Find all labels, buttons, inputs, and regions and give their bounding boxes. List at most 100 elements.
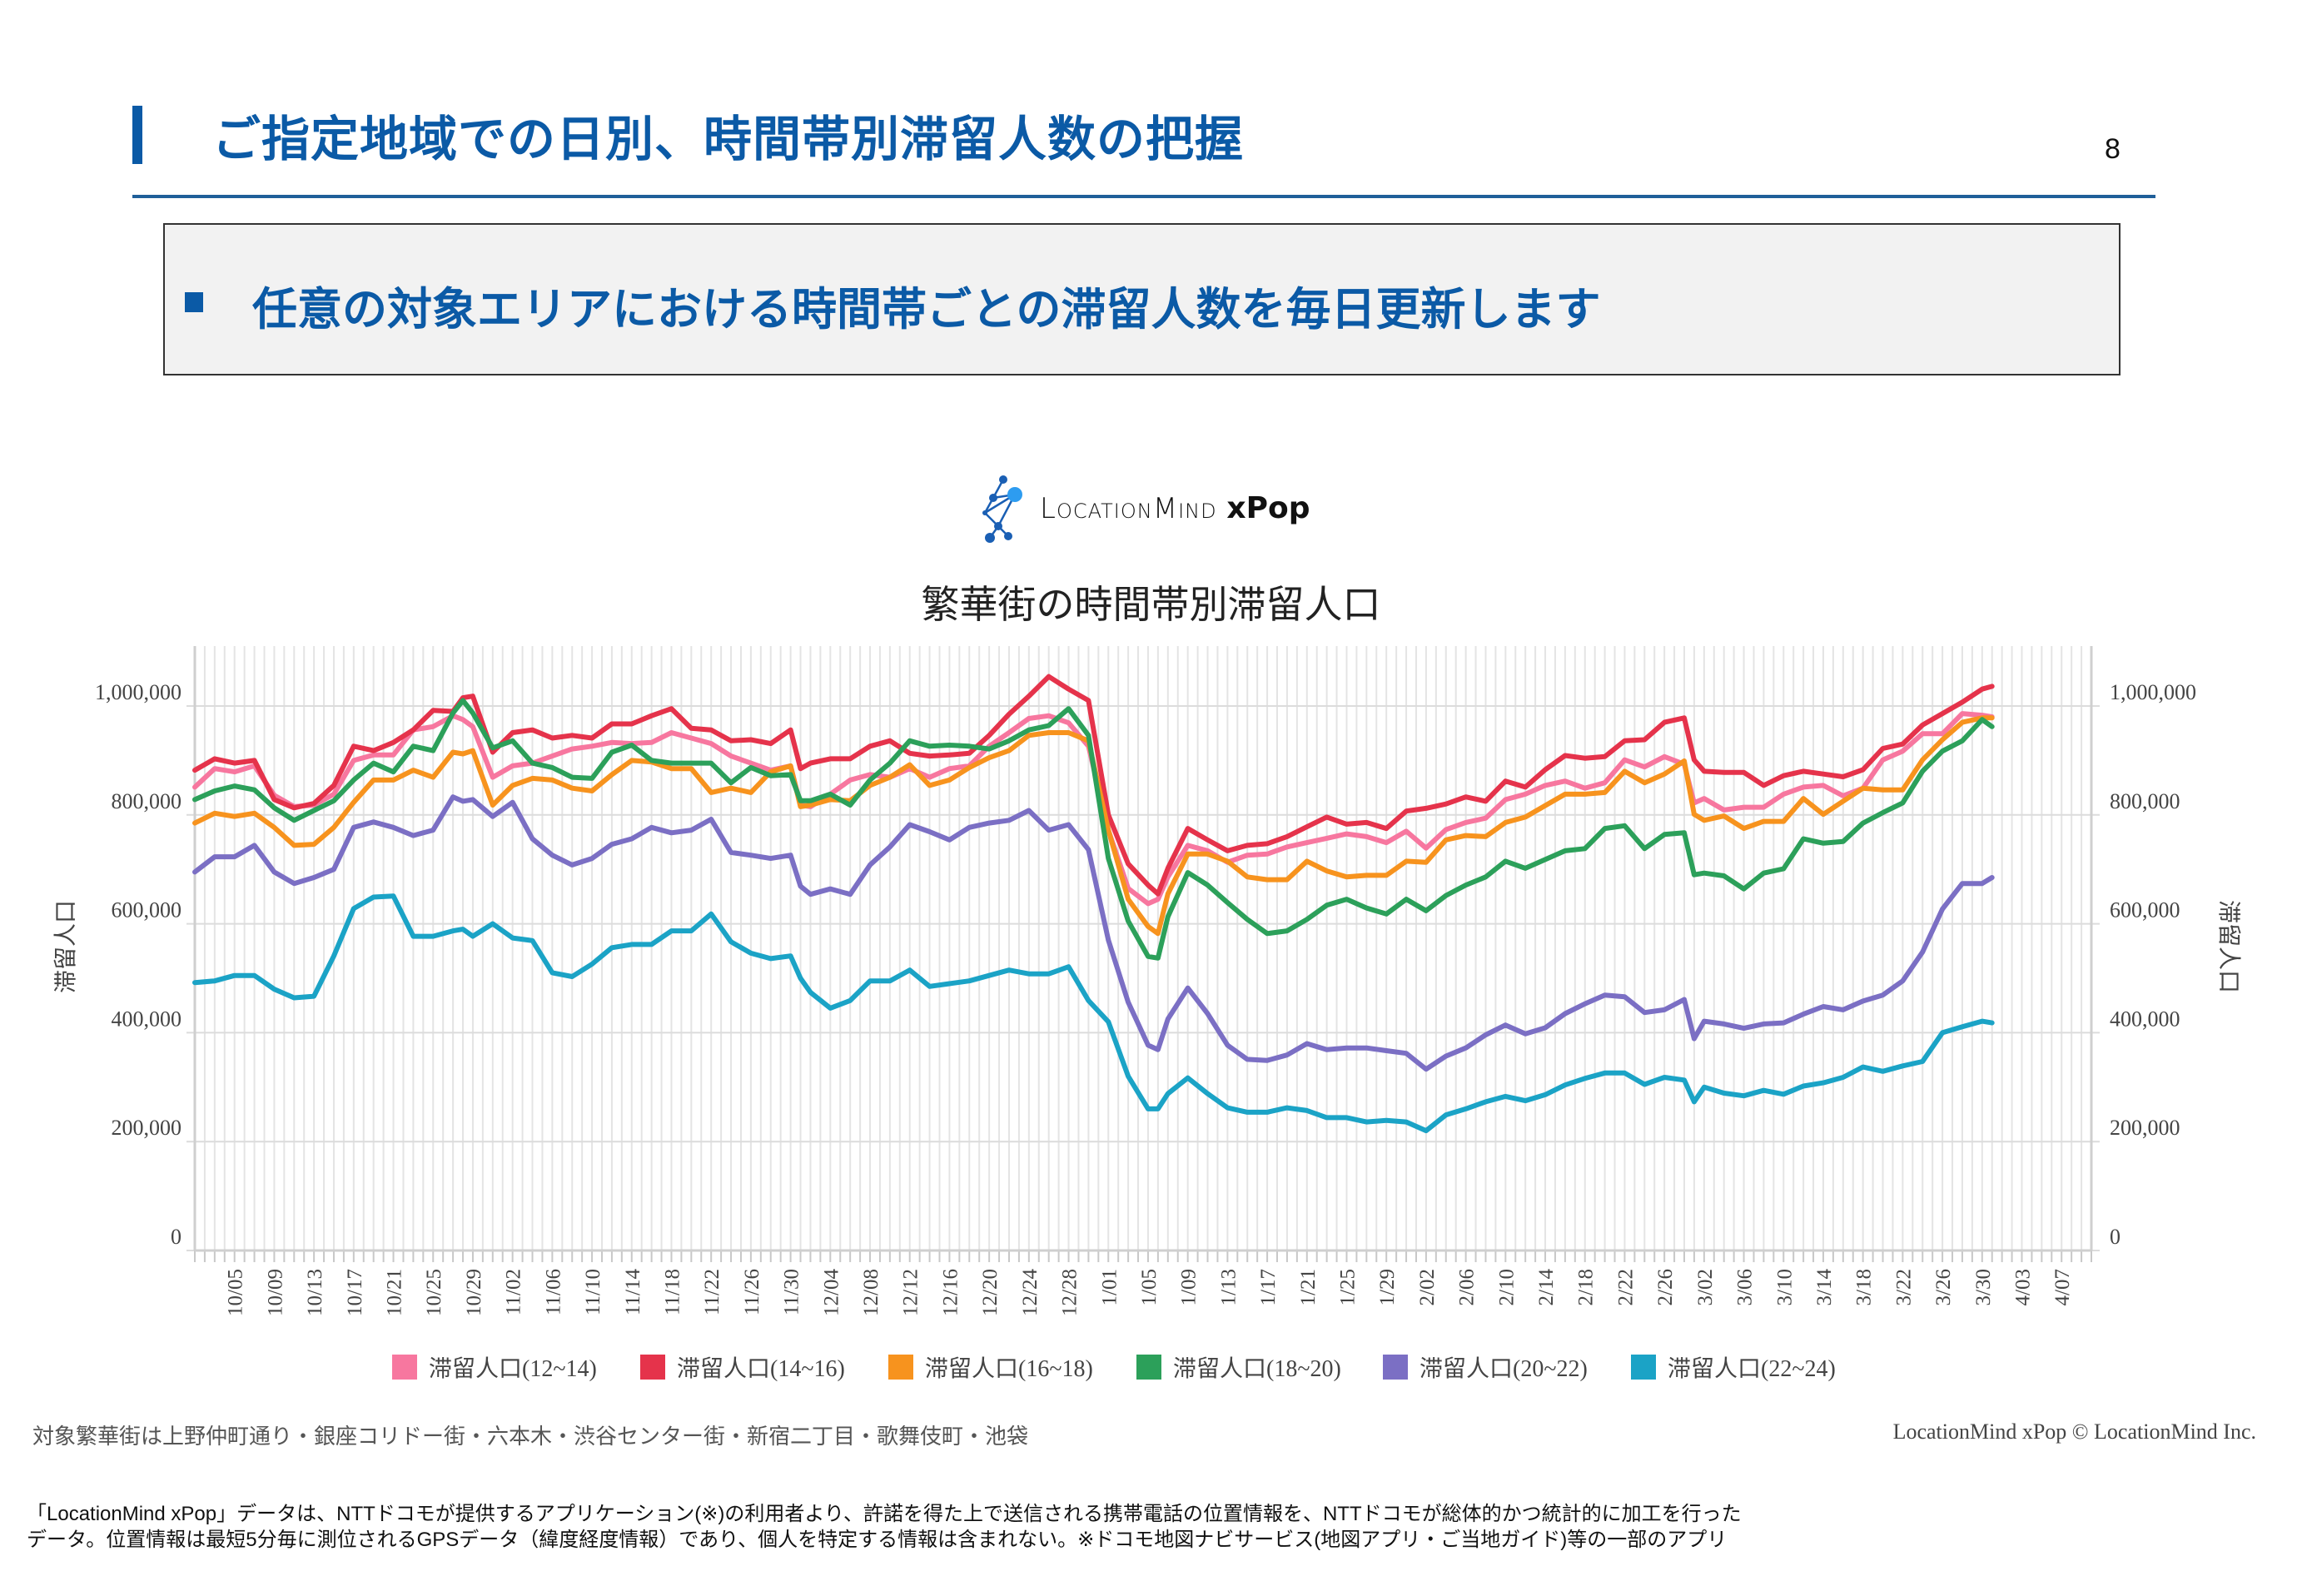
axes: 0 0 200,000 200,000 400,000 400,000 600,000 600… <box>95 646 2196 1316</box>
y-tick-label-right: 200,000 <box>2110 1116 2180 1140</box>
x-tick-label: 2/02 <box>1416 1269 1439 1305</box>
legend-swatch <box>1631 1355 1656 1380</box>
summary-text: 任意の対象エリアにおける時間帯ごとの滞留人数を毎日更新します <box>252 283 1601 336</box>
x-tick-label: 1/21 <box>1297 1269 1320 1305</box>
legend-item[interactable]: 滞留人口(22~24) <box>1631 1350 1836 1384</box>
x-tick-label: 2/26 <box>1654 1269 1677 1305</box>
y-tick-label-left: 200,000 <box>112 1116 182 1140</box>
legend-item[interactable]: 滞留人口(16~18) <box>888 1350 1093 1384</box>
x-tick-label: 3/10 <box>1773 1269 1796 1305</box>
page-number: 8 <box>2105 133 2121 165</box>
x-tick-label: 12/16 <box>939 1269 962 1316</box>
x-tick-label: 1/01 <box>1098 1269 1121 1305</box>
y-tick-label-left: 1,000,000 <box>95 680 181 704</box>
x-tick-label: 12/04 <box>820 1269 843 1316</box>
legend-label: 滞留人口(20~22) <box>1419 1356 1588 1382</box>
x-tick-label: 10/29 <box>463 1269 485 1316</box>
legend-swatch <box>1383 1355 1408 1380</box>
series-line-3 <box>192 715 1995 937</box>
chart-title: 繁華街の時間帯別滞留人口 <box>921 582 1381 627</box>
title-accent-bar <box>132 106 142 164</box>
x-tick-label: 2/22 <box>1614 1269 1637 1305</box>
y-tick-label-left: 600,000 <box>112 898 182 922</box>
y-axis-label-right: 滞留人口 <box>2215 900 2242 993</box>
y-tick-label-right: 800,000 <box>2110 789 2180 813</box>
y-tick-label-right: 400,000 <box>2110 1007 2180 1031</box>
y-tick-label-right: 0 <box>2110 1225 2121 1249</box>
x-tick-label: 11/30 <box>781 1269 803 1315</box>
x-tick-label: 11/26 <box>741 1269 763 1315</box>
disclaimer-line-2: データ。位置情報は最短5分毎に測位されるGPSデータ（緯度経度情報）であり、個人… <box>27 1529 1728 1551</box>
y-tick-label-left: 0 <box>171 1225 181 1249</box>
legend-swatch <box>1136 1355 1161 1380</box>
x-tick-label: 1/17 <box>1257 1269 1280 1305</box>
x-tick-label: 11/18 <box>661 1269 684 1315</box>
x-tick-label: 2/14 <box>1535 1269 1558 1306</box>
x-tick-label: 1/29 <box>1376 1269 1399 1305</box>
x-tick-label: 12/28 <box>1059 1269 1081 1316</box>
legend-label: 滞留人口(12~14) <box>429 1356 597 1382</box>
x-tick-label: 10/09 <box>264 1269 286 1316</box>
legend-item[interactable]: 滞留人口(14~16) <box>640 1350 845 1384</box>
x-tick-label: 3/22 <box>1892 1269 1915 1305</box>
x-tick-label: 11/22 <box>701 1269 723 1315</box>
legend-swatch <box>888 1355 913 1380</box>
summary-box <box>163 223 2121 375</box>
legend-label: 滞留人口(14~16) <box>677 1356 845 1382</box>
x-tick-label: 1/13 <box>1217 1269 1240 1305</box>
series-line-6 <box>192 893 1995 1134</box>
y-tick-label-left: 400,000 <box>112 1007 182 1031</box>
legend-swatch <box>640 1355 665 1380</box>
x-tick-label: 3/02 <box>1694 1269 1717 1305</box>
locationmind-logo: LocationMind xPop <box>978 473 1310 543</box>
square-bullet-icon <box>185 292 203 312</box>
x-tick-label: 11/14 <box>622 1269 644 1316</box>
legend-item[interactable]: 滞留人口(18~20) <box>1136 1350 1341 1384</box>
x-tick-label: 10/21 <box>384 1269 406 1316</box>
legend-item[interactable]: 滞留人口(12~14) <box>392 1350 597 1384</box>
chart-legend: 滞留人口(12~14) 滞留人口(14~16) 滞留人口(16~18) 滞留人口(18… <box>0 1350 2302 1384</box>
x-tick-label: 3/18 <box>1853 1269 1876 1305</box>
logo-suffix: xPop <box>1226 490 1310 525</box>
copyright-text: LocationMind xPop © LocationMind Inc. <box>1892 1419 2256 1444</box>
x-tick-label: 3/14 <box>1813 1269 1836 1306</box>
page-title: ご指定地域での日別、時間帯別滞留人数の把握 <box>212 111 1245 167</box>
network-logo-icon <box>982 475 1022 543</box>
y-tick-label-right: 1,000,000 <box>2110 680 2196 704</box>
x-tick-label: 2/18 <box>1575 1269 1598 1305</box>
y-tick-label-right: 600,000 <box>2110 898 2180 922</box>
y-axis-label-left: 滞留人口 <box>52 900 79 993</box>
x-tick-label: 3/06 <box>1734 1269 1757 1305</box>
logo-wordmark: LocationMind xPop <box>1040 491 1310 525</box>
series-line-5 <box>192 794 1995 1072</box>
x-tick-label: 1/05 <box>1138 1269 1161 1305</box>
x-tick-label: 10/05 <box>225 1269 247 1316</box>
x-tick-label: 10/25 <box>423 1269 445 1316</box>
x-tick-label: 11/10 <box>582 1269 604 1315</box>
x-tick-label: 4/03 <box>2012 1269 2035 1305</box>
x-tick-label: 1/09 <box>1178 1269 1201 1305</box>
x-tick-label: 3/26 <box>1932 1269 1955 1305</box>
x-tick-label: 10/13 <box>304 1269 326 1316</box>
legend-label: 滞留人口(18~20) <box>1173 1356 1341 1382</box>
x-tick-label: 10/17 <box>344 1269 366 1316</box>
legend-item[interactable]: 滞留人口(20~22) <box>1383 1350 1588 1384</box>
x-tick-label: 11/02 <box>503 1269 525 1315</box>
target-area-note: 対象繁華街は上野仲町通り・銀座コリドー街・六本木・渋谷センター街・新宿二丁目・歌… <box>32 1424 1029 1449</box>
x-tick-label: 11/06 <box>542 1269 564 1315</box>
series-lines <box>192 674 1995 1134</box>
logo-text: LocationMind <box>1040 491 1217 525</box>
legend-swatch <box>392 1355 417 1380</box>
x-tick-label: 12/20 <box>979 1269 1002 1316</box>
x-tick-label: 12/12 <box>900 1269 922 1316</box>
legend-label: 滞留人口(22~24) <box>1668 1356 1836 1382</box>
data-disclaimer: 「LocationMind xPop」データは、NTTドコモが提供するアプリケー… <box>27 1501 1742 1553</box>
y-tick-label-left: 800,000 <box>112 789 182 813</box>
x-tick-label: 3/30 <box>1972 1269 1995 1305</box>
x-tick-label: 12/24 <box>1019 1269 1042 1316</box>
disclaimer-line-1: 「LocationMind xPop」データは、NTTドコモが提供するアプリケー… <box>27 1503 1742 1525</box>
x-tick-label: 12/08 <box>860 1269 883 1316</box>
legend-label: 滞留人口(16~18) <box>925 1356 1093 1382</box>
series-line-4 <box>192 698 1995 961</box>
